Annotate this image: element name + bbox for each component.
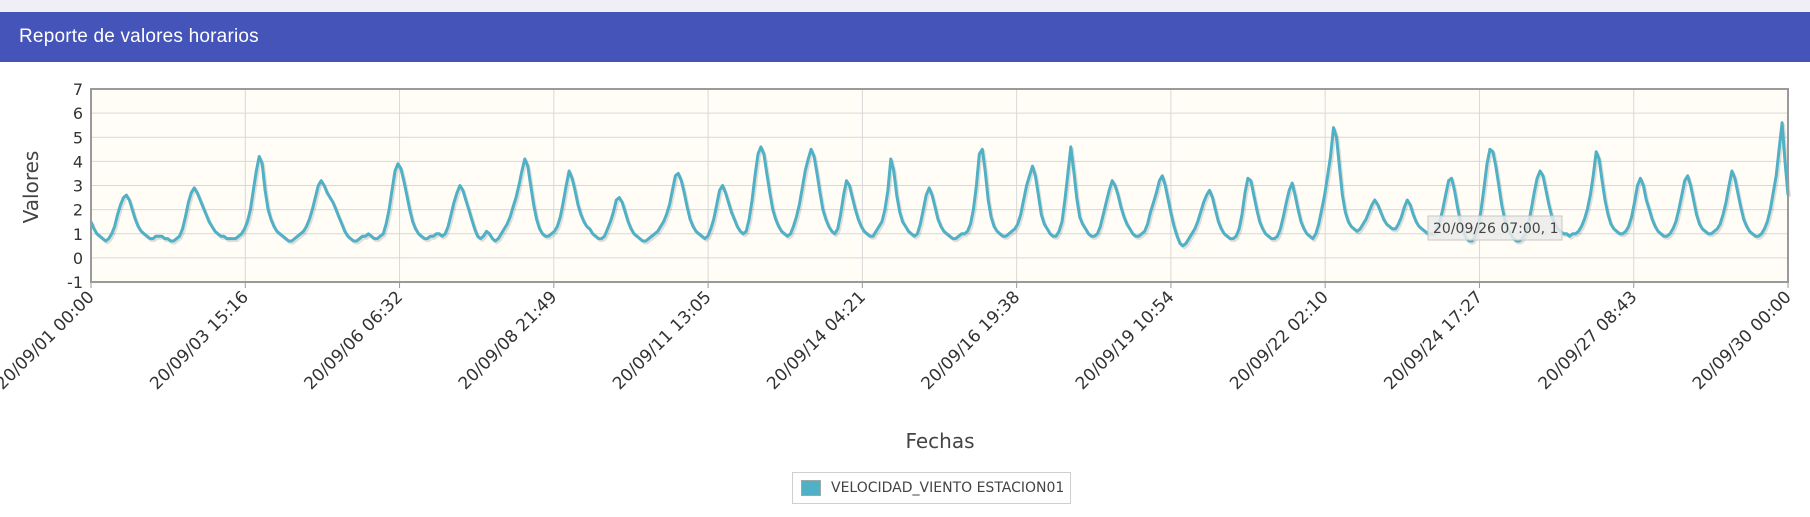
y-tick-label: 7: [73, 80, 83, 99]
tooltip-box: [1427, 215, 1563, 241]
x-tick-label: 20/09/03 15:16: [146, 287, 253, 394]
legend-swatch: [801, 480, 821, 496]
chart-legend[interactable]: VELOCIDAD_VIENTO ESTACION01: [792, 472, 1072, 504]
x-tick-label: 20/09/08 21:49: [455, 287, 562, 394]
x-tick-label: 20/09/14 04:21: [763, 287, 870, 394]
plot-area: 20/09/26 07:00, 1: [89, 88, 1791, 288]
tooltip-text: 20/09/26 07:00, 1: [1433, 221, 1558, 237]
y-tick-label: 5: [73, 128, 83, 147]
legend-label: VELOCIDAD_VIENTO ESTACION01: [831, 480, 1065, 496]
x-tick-label: 20/09/19 10:54: [1072, 287, 1179, 394]
x-tick-label: 20/09/22 02:10: [1226, 287, 1333, 394]
tooltip: 20/09/26 07:00, 1: [1427, 215, 1563, 241]
x-tick-label: 20/09/30 00:00: [1689, 287, 1796, 394]
x-axis-title: Fechas: [905, 429, 974, 453]
y-tick-label: 6: [73, 104, 83, 123]
y-axis-title: Valores: [19, 151, 43, 224]
y-tick-label: 2: [73, 201, 83, 220]
x-tick-label: 20/09/06 06:32: [300, 287, 407, 394]
y-tick-label: 1: [73, 225, 83, 244]
y-tick-label: 3: [73, 177, 83, 196]
y-tick-label: -1: [67, 273, 83, 292]
x-tick-label: 20/09/16 19:38: [918, 287, 1025, 394]
panel-title: Reporte de valores horarios: [19, 26, 259, 47]
y-tick-label: 4: [73, 152, 83, 171]
x-tick-label: 20/09/24 17:27: [1380, 287, 1487, 394]
line-chart: 20/09/26 07:00, 1 -1 0 1 2 3 4 5 6 7 20/09/01 00:…: [0, 80, 1796, 453]
plot-border: [90, 88, 1789, 283]
x-tick-label: 20/09/11 13:05: [609, 287, 716, 394]
panel-header: Reporte de valores horarios: [0, 12, 1810, 62]
top-strip: [0, 0, 1810, 12]
x-tick-label: 20/09/01 00:00: [0, 287, 99, 394]
y-tick-label: 0: [73, 249, 83, 268]
x-tick-label: 20/09/27 08:43: [1535, 287, 1642, 394]
